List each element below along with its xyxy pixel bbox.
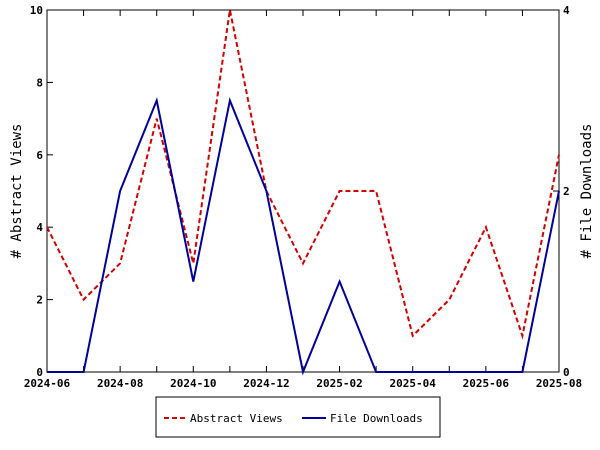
x-tick-label: 2024-10 bbox=[170, 377, 216, 390]
y-left-tick-label: 0 bbox=[36, 366, 43, 379]
y-left-tick-label: 2 bbox=[36, 294, 43, 307]
legend-label-file-downloads: File Downloads bbox=[330, 412, 423, 425]
y-left-tick-label: 4 bbox=[36, 221, 43, 234]
x-tick-label: 2025-08 bbox=[536, 377, 582, 390]
series-lines bbox=[46, 9, 560, 376]
x-tick-label: 2025-02 bbox=[316, 377, 362, 390]
x-tick-label: 2024-12 bbox=[243, 377, 289, 390]
legend: Abstract Views File Downloads bbox=[155, 396, 441, 438]
x-tick-label: 2024-08 bbox=[97, 377, 143, 390]
x-tick-label: 2025-06 bbox=[463, 377, 510, 390]
x-tick-label: 2024-06 bbox=[24, 377, 71, 390]
x-axis-ticks: 2024-06 2024-08 2024-10 2024-12 2025-02 2025-… bbox=[24, 10, 582, 390]
y-left-tick-label: 6 bbox=[36, 149, 43, 162]
legend-box bbox=[155, 396, 441, 438]
plot-area bbox=[46, 9, 560, 373]
y-right-tick-label: 0 bbox=[563, 366, 570, 379]
y-left-tick-label: 10 bbox=[30, 4, 43, 17]
y-right-tick-label: 2 bbox=[563, 185, 570, 198]
y-left-axis-title: # Abstract Views bbox=[9, 124, 25, 259]
y-left-tick-label: 8 bbox=[36, 76, 43, 89]
y-left-axis-ticks: 0 2 4 6 8 10 bbox=[30, 4, 53, 379]
y-right-axis-title: # File Downloads bbox=[579, 124, 595, 259]
x-tick-label: 2025-04 bbox=[390, 377, 437, 390]
y-right-tick-label: 4 bbox=[563, 4, 570, 17]
legend-label-abstract-views: Abstract Views bbox=[190, 412, 283, 425]
